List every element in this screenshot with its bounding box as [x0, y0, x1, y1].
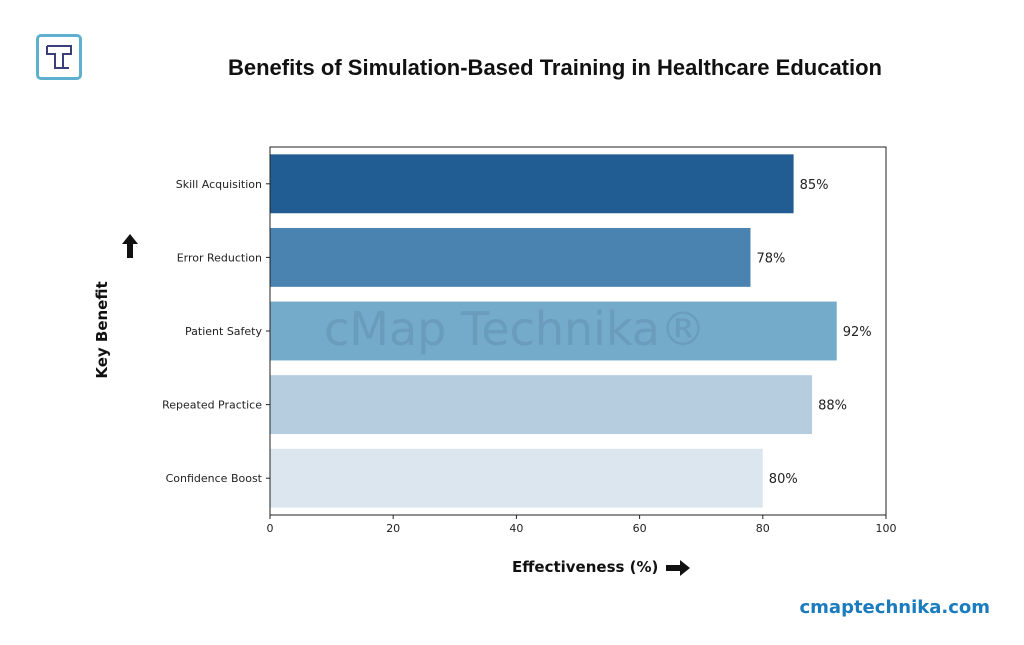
- y-tick-label: Skill Acquisition: [176, 178, 262, 191]
- x-tick-label: 20: [386, 522, 400, 535]
- y-tick-label: Confidence Boost: [166, 472, 263, 485]
- x-axis-label: Effectiveness (%): [512, 558, 659, 576]
- website-link[interactable]: cmaptechnika.com: [799, 597, 991, 618]
- x-tick-label: 60: [633, 522, 647, 535]
- logo-t-icon: [46, 45, 72, 69]
- brand-logo: [36, 34, 82, 80]
- bar: [270, 375, 813, 435]
- data-label: 78%: [756, 251, 785, 266]
- data-label: 92%: [843, 325, 872, 340]
- bar: [270, 301, 837, 361]
- x-tick-label: 100: [876, 522, 897, 535]
- x-arrow-icon: [666, 560, 690, 576]
- bar: [270, 448, 763, 508]
- data-label: 80%: [769, 472, 798, 487]
- y-tick-label: Error Reduction: [177, 251, 262, 264]
- x-tick-label: 0: [267, 522, 274, 535]
- y-tick-label: Patient Safety: [185, 325, 262, 338]
- watermark: cMap Technika®: [324, 302, 706, 356]
- data-label: 88%: [818, 399, 847, 414]
- chart-title: Benefits of Simulation-Based Training in…: [228, 55, 882, 80]
- y-arrow-icon: [122, 234, 138, 258]
- x-tick-label: 80: [756, 522, 770, 535]
- data-label: 85%: [800, 178, 829, 193]
- x-tick-label: 40: [509, 522, 523, 535]
- bar: [270, 154, 794, 214]
- bar: [270, 227, 751, 287]
- y-tick-label: Repeated Practice: [162, 399, 262, 412]
- y-axis-label: Key Benefit: [93, 281, 111, 379]
